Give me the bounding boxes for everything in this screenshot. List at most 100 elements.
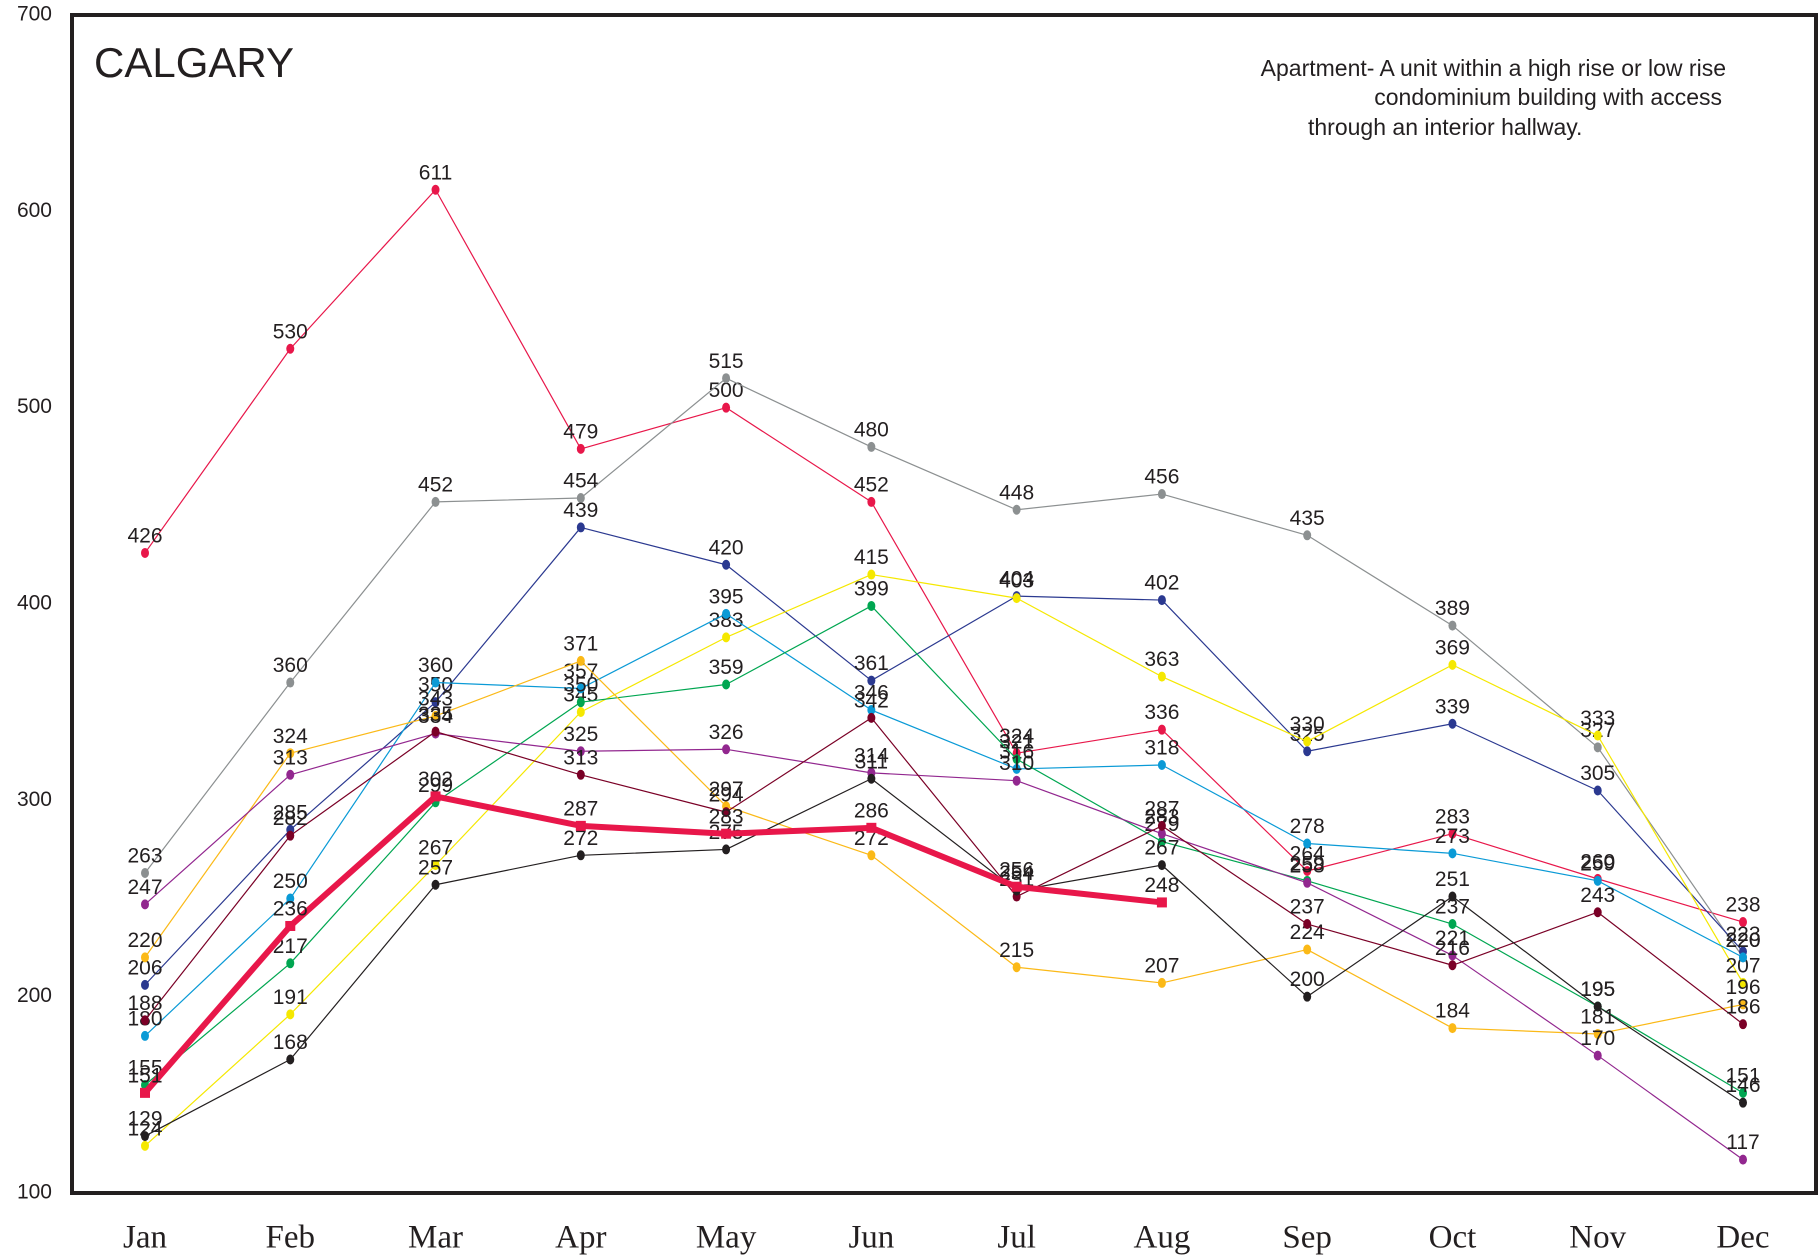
point	[1448, 919, 1457, 930]
data-label: 181	[1580, 1006, 1615, 1029]
data-label: 195	[1580, 978, 1615, 1001]
data-label: 286	[854, 799, 889, 822]
data-label: 318	[1144, 737, 1179, 760]
series-line	[142, 793, 1163, 1095]
point	[431, 860, 440, 871]
point	[1157, 820, 1166, 831]
point	[1448, 620, 1457, 631]
data-label: 260	[1580, 850, 1615, 873]
y-tick-label: 100	[17, 1181, 52, 1204]
point	[431, 879, 440, 890]
data-label: 316	[999, 740, 1034, 763]
data-label: 404	[999, 568, 1034, 591]
point	[1593, 907, 1602, 918]
point	[1156, 897, 1167, 908]
data-label: 259	[1290, 852, 1325, 875]
data-label: 257	[418, 856, 453, 879]
data-label: 259	[1580, 852, 1615, 875]
data-label: 283	[709, 805, 744, 828]
point	[1739, 917, 1747, 928]
series-line	[144, 660, 1744, 1035]
data-label: 448	[999, 481, 1034, 504]
data-label: 216	[1435, 937, 1470, 960]
point	[1593, 1001, 1602, 1012]
point	[1739, 1087, 1747, 1098]
point	[141, 867, 149, 878]
point	[721, 828, 732, 839]
data-label: 350	[563, 674, 598, 697]
data-label: 327	[1580, 719, 1615, 742]
point	[1012, 775, 1021, 786]
y-tick-label: 600	[17, 199, 52, 222]
point	[1303, 736, 1312, 747]
point	[1157, 759, 1166, 770]
point	[1448, 828, 1457, 839]
point	[1448, 848, 1457, 859]
point	[1739, 977, 1747, 988]
data-label: 480	[854, 418, 889, 441]
data-label: 146	[1725, 1074, 1760, 1097]
point	[1739, 999, 1747, 1010]
data-label: 117	[1726, 1131, 1759, 1154]
x-tick-label: Nov	[1569, 1220, 1626, 1256]
data-label: 343	[418, 687, 453, 710]
point	[1303, 991, 1312, 1002]
data-label: 278	[1290, 815, 1325, 838]
point	[722, 807, 731, 818]
annotation: Apartment- A unit within a high rise or …	[1261, 55, 1726, 81]
point	[576, 769, 585, 780]
x-tick-label: Feb	[266, 1220, 316, 1256]
data-label: 287	[1144, 797, 1179, 820]
data-label: 251	[1435, 868, 1470, 891]
point	[1303, 530, 1312, 541]
point	[141, 979, 149, 990]
point	[1448, 950, 1457, 961]
data-label: 330	[1290, 713, 1325, 736]
y-tick-label: 300	[17, 788, 52, 811]
series-line	[144, 377, 1744, 958]
plot-frame	[70, 13, 1818, 1195]
data-label: 399	[854, 578, 889, 601]
x-tick-label: Jan	[123, 1220, 167, 1256]
point	[1012, 593, 1021, 604]
point	[722, 373, 731, 384]
point	[576, 522, 585, 533]
point	[722, 744, 731, 755]
data-label: 324	[999, 725, 1034, 748]
data-label: 267	[1144, 837, 1179, 860]
point	[1739, 952, 1747, 963]
point	[1012, 763, 1021, 774]
point	[722, 402, 731, 413]
data-label: 313	[273, 746, 308, 769]
data-label: 361	[854, 652, 889, 675]
point	[286, 677, 295, 688]
x-tick-label: Aug	[1133, 1220, 1190, 1256]
series-line	[144, 778, 1744, 1137]
data-label: 389	[1435, 597, 1470, 620]
data-label: 258	[1290, 854, 1325, 877]
data-label: 256	[999, 858, 1034, 881]
point	[1157, 671, 1166, 682]
data-label: 248	[1144, 874, 1179, 897]
point	[1157, 836, 1166, 847]
data-label: 287	[563, 797, 598, 820]
point	[286, 1054, 295, 1065]
series-line	[144, 717, 1744, 1025]
data-label: 250	[273, 870, 308, 893]
data-label: 426	[127, 525, 162, 548]
data-label: 479	[563, 420, 598, 443]
point	[1739, 1097, 1747, 1108]
point	[867, 441, 876, 452]
data-label: 439	[563, 499, 598, 522]
point	[576, 683, 585, 694]
data-label: 342	[854, 689, 889, 712]
data-label: 282	[273, 807, 308, 830]
data-label: 326	[709, 721, 744, 744]
data-label: 333	[1580, 707, 1615, 730]
point	[1303, 746, 1312, 757]
data-label: 221	[1435, 927, 1470, 950]
point	[1157, 828, 1166, 839]
point	[285, 920, 296, 931]
point	[431, 184, 440, 195]
